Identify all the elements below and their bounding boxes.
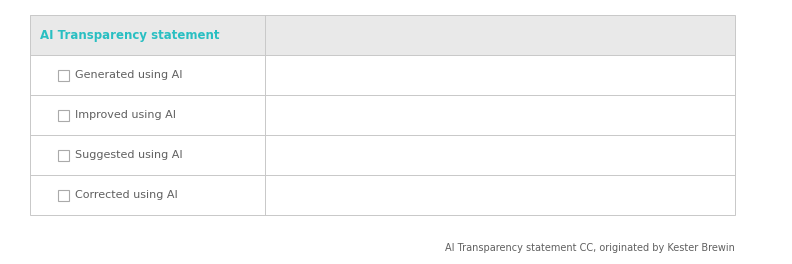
Bar (30, 175, 735, 215)
Text: AI Transparency statement: AI Transparency statement (40, 29, 219, 41)
Bar (30, 15, 735, 55)
Bar (58, 110, 69, 120)
Bar (30, 55, 735, 95)
Bar (58, 190, 69, 200)
Text: Improved using AI: Improved using AI (75, 110, 176, 120)
Bar (58, 69, 69, 81)
Bar (30, 15, 735, 215)
Text: Generated using AI: Generated using AI (75, 70, 182, 80)
Bar (30, 95, 735, 135)
Text: Corrected using AI: Corrected using AI (75, 190, 177, 200)
Bar (58, 149, 69, 161)
Bar (30, 135, 735, 175)
Text: AI Transparency statement CC, originated by Kester Brewin: AI Transparency statement CC, originated… (445, 243, 735, 253)
Text: Suggested using AI: Suggested using AI (75, 150, 183, 160)
